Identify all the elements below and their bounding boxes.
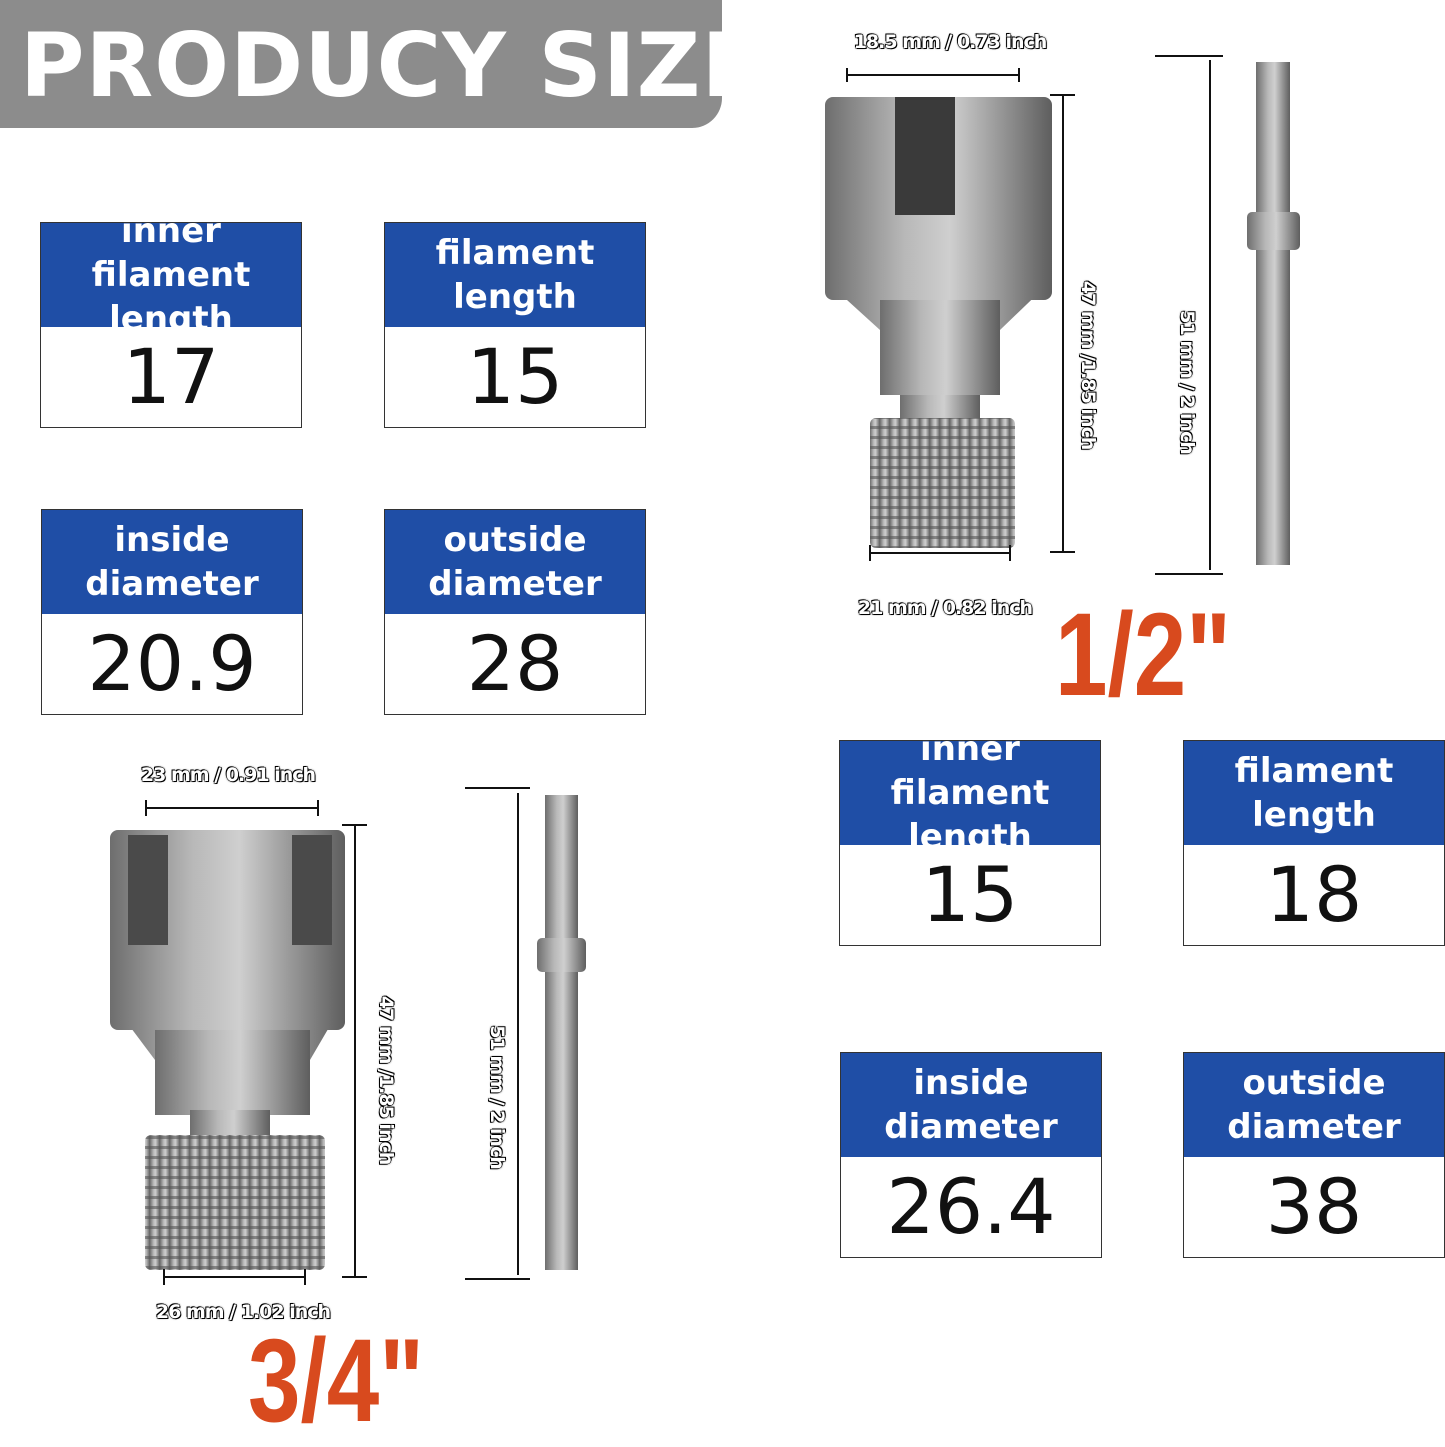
half-inch-bottom-width-label: 21 mm / 0.82 inch [857, 597, 1033, 620]
spec-value: 28 [466, 619, 564, 708]
spec-filament-length: filament length 15 [384, 222, 646, 428]
spec-inside-diameter: inside diameter 20.9 [41, 509, 303, 715]
three-quarter-inch-size-label: 3/4" [248, 1315, 424, 1447]
spec-value: 15 [466, 332, 564, 421]
half-inch-height-label: 47 mm /1.85 inch [1077, 280, 1100, 450]
spec-value: 20.9 [87, 619, 257, 708]
spec-filament-length: filament length 18 [1183, 740, 1445, 946]
spec-inner-filament-length: inner filament length 17 [40, 211, 302, 428]
half-inch-shaft [1247, 62, 1300, 565]
spec-label: filament length [1184, 741, 1444, 845]
three-quarter-inch-top-width-label: 23 mm / 0.91 inch [140, 764, 316, 787]
half-inch-tap-holder [825, 97, 1052, 548]
spec-value: 38 [1265, 1162, 1363, 1251]
spec-value: 17 [122, 332, 220, 421]
spec-value: 26.4 [886, 1162, 1056, 1251]
three-quarter-inch-shaft [537, 795, 586, 1270]
page-title: PRODUCY SIZE [20, 14, 763, 117]
three-quarter-inch-tap-holder [110, 830, 345, 1270]
spec-label: inside diameter [841, 1053, 1101, 1157]
half-inch-top-width-label: 18.5 mm / 0.73 inch [853, 31, 1048, 54]
half-inch-shaft-length-label: 51 mm / 2 inch [1176, 310, 1199, 454]
spec-label: inner filament length [840, 729, 1100, 857]
half-inch-dimension-lines [846, 55, 1223, 575]
spec-label: outside diameter [1184, 1053, 1444, 1157]
spec-inner-filament-length: inner filament length 15 [839, 729, 1101, 946]
spec-value: 15 [921, 850, 1019, 939]
header-banner: PRODUCY SIZE [0, 0, 762, 128]
spec-value: 18 [1265, 850, 1363, 939]
spec-outside-diameter: outside diameter 28 [384, 509, 646, 715]
three-quarter-inch-bottom-width-label: 26 mm / 1.02 inch [155, 1301, 331, 1324]
three-quarter-inch-dimension-lines [145, 787, 530, 1285]
spec-outside-diameter: outside diameter 38 [1183, 1052, 1445, 1258]
spec-label: inside diameter [42, 510, 302, 614]
half-inch-size-label: 1/2" [1055, 589, 1231, 721]
spec-label: outside diameter [385, 510, 645, 614]
spec-inside-diameter: inside diameter 26.4 [840, 1052, 1102, 1258]
spec-label: filament length [385, 223, 645, 327]
three-quarter-inch-height-label: 47 mm /1.85 inch [375, 995, 398, 1165]
three-quarter-inch-shaft-length-label: 51 mm / 2 inch [486, 1025, 509, 1169]
